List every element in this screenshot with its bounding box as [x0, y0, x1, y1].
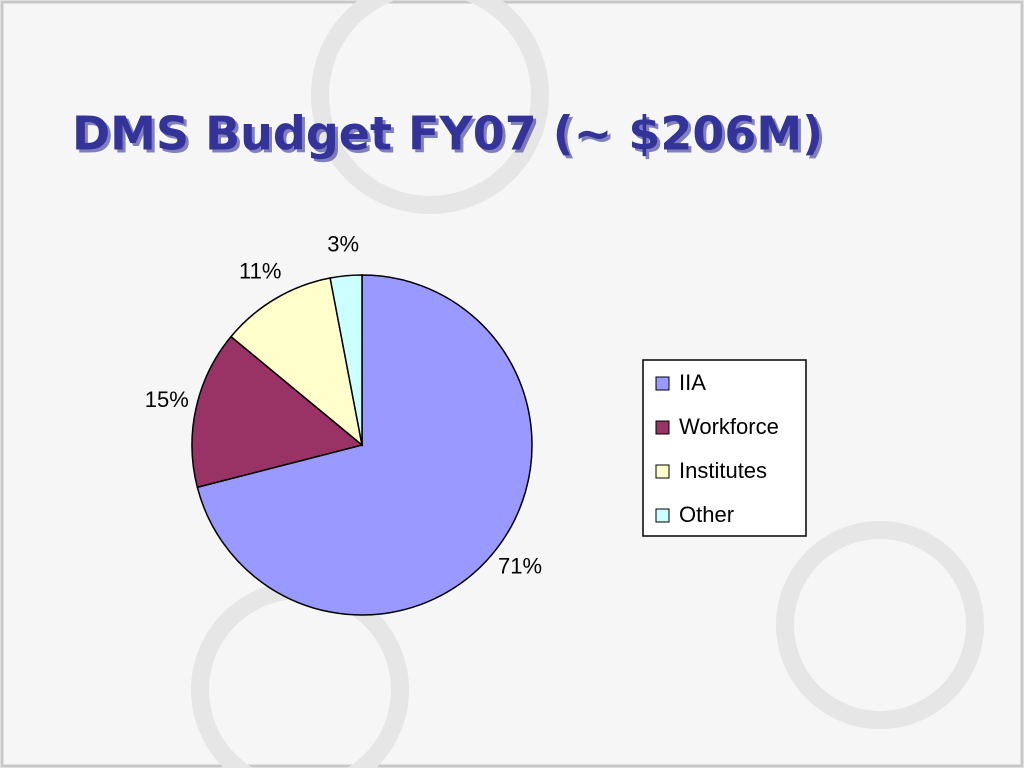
pie-slice [191, 335, 364, 489]
data-label: 11% [239, 259, 281, 284]
legend-swatch [655, 508, 670, 523]
chart-title-shadow: DMS Budget FY07 (~ $206M) [75, 110, 826, 164]
data-label: 3% [327, 232, 359, 257]
legend-swatch [655, 420, 670, 435]
legend-swatch [655, 376, 670, 391]
legend: IIA Workforce Institutes Other [655, 370, 779, 527]
legend-label: IIA [679, 370, 706, 395]
pie-slice [229, 277, 364, 447]
chart-title: DMS Budget FY07 (~ $206M) [72, 107, 823, 161]
data-label: 15% [145, 387, 189, 412]
data-label: 71% [498, 553, 542, 578]
legend-label: Other [679, 502, 734, 527]
pie-slice [329, 274, 363, 446]
legend-label: Workforce [679, 414, 779, 439]
watermark [191, 0, 984, 768]
pie: 71% 15% 11% 3% [145, 232, 542, 616]
legend-swatch [655, 464, 670, 479]
legend-box [642, 359, 807, 537]
legend-label: Institutes [679, 458, 767, 483]
pie-slice [196, 274, 533, 616]
